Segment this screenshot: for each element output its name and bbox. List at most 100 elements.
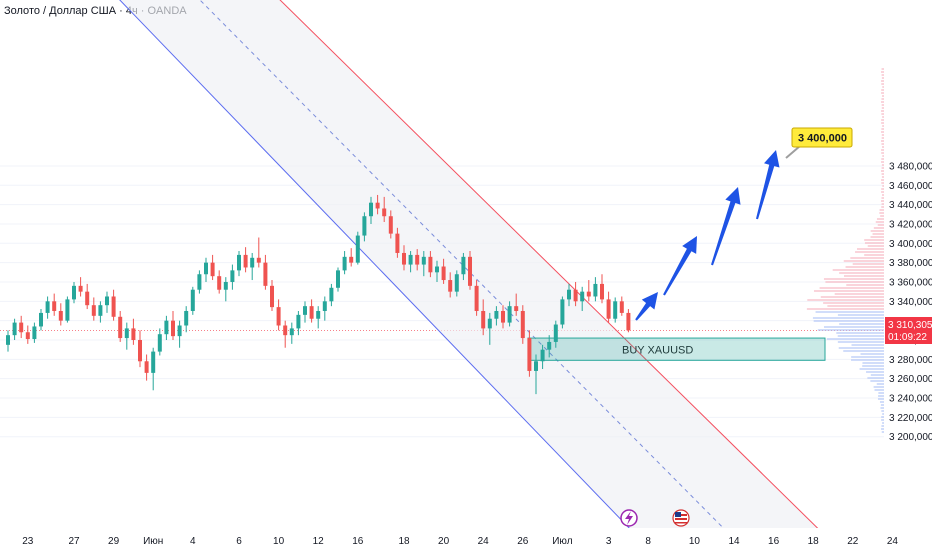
forecast-arrow[interactable] <box>635 292 658 321</box>
time-tick-label: 6 <box>236 536 242 547</box>
volume-profile-bar <box>862 362 884 364</box>
volume-profile-bar <box>844 275 884 277</box>
candle-body <box>580 291 585 302</box>
volume-profile-bar <box>879 209 884 211</box>
volume-profile-bar <box>813 290 884 292</box>
target-label-box[interactable] <box>791 127 853 148</box>
time-tick-label: 10 <box>273 536 285 547</box>
candle-body <box>296 314 301 329</box>
candle-body <box>355 235 360 263</box>
volume-profile-bar <box>867 377 884 379</box>
volume-profile-bar <box>880 404 884 406</box>
volume-profile-bar <box>881 110 884 112</box>
candle-body <box>362 216 367 236</box>
forecast-arrows[interactable] <box>635 150 780 321</box>
volume-profile-bar <box>852 263 884 265</box>
candle-body <box>217 276 222 290</box>
volume-profile-bar <box>874 389 884 391</box>
lightning-icon[interactable] <box>620 509 638 527</box>
price-tick-label: 3 220,000 <box>889 413 932 424</box>
volume-profile-bar <box>864 239 884 241</box>
candle-body <box>91 305 96 316</box>
candle-body <box>65 299 70 321</box>
volume-profile-bar <box>812 317 884 319</box>
candle-body <box>520 310 525 339</box>
volume-profile-bar <box>823 278 884 280</box>
volume-profile-bar <box>877 398 884 400</box>
forecast-arrow[interactable] <box>755 150 780 220</box>
volume-profile-bar <box>881 170 884 172</box>
volume-profile-bar <box>881 122 884 124</box>
candle-body <box>72 285 76 300</box>
candle-body <box>105 296 109 306</box>
time-tick-label: 16 <box>352 536 364 547</box>
volume-profile-bar <box>882 194 884 196</box>
price-tick-label: 3 260,000 <box>889 374 932 385</box>
event-markers[interactable] <box>620 509 690 527</box>
candle-body <box>461 256 466 275</box>
volume-profile-bar <box>881 182 884 184</box>
volume-profile-bar <box>881 77 884 79</box>
candle-body <box>507 306 512 323</box>
volume-profile-bar <box>843 260 884 262</box>
volume-profile-bar <box>806 308 884 310</box>
target-callout[interactable]: 3 400,000 <box>785 127 853 159</box>
candle-body <box>553 324 558 342</box>
volume-profile-bar <box>881 92 884 94</box>
volume-profile-bar <box>838 347 884 349</box>
volume-profile-bar <box>881 164 884 166</box>
volume-profile-bar <box>881 425 884 427</box>
volume-profile-bar <box>875 221 884 223</box>
candle-body <box>481 310 486 329</box>
forecast-arrow[interactable] <box>711 187 741 266</box>
candle-body <box>118 316 123 339</box>
volume-profile-bar <box>881 83 884 85</box>
volume-profile-bar <box>881 134 884 136</box>
volume-profile-bar <box>870 230 884 232</box>
volume-profile-bar <box>839 323 884 325</box>
buy-zone-label: BUY XAUUSD <box>622 345 693 357</box>
candle-body <box>567 289 571 300</box>
volume-profile-bar <box>825 281 884 283</box>
candle-body <box>540 349 545 362</box>
candle-body <box>197 274 202 290</box>
candle-body <box>586 291 591 297</box>
buy-zone[interactable]: BUY XAUUSD <box>527 337 826 361</box>
candle-body <box>184 310 189 326</box>
candle-body <box>534 361 538 371</box>
candle-body <box>32 326 37 340</box>
volume-profile-bar <box>846 284 884 286</box>
channel-upper-line[interactable] <box>275 0 850 550</box>
volume-profile-bar <box>832 269 884 271</box>
volume-profile-bar <box>819 287 884 289</box>
candle-body <box>289 328 294 336</box>
candle-body <box>415 254 420 265</box>
candle-body <box>263 262 268 286</box>
volume-profile-bar <box>839 272 884 274</box>
time-axis[interactable]: 21232729Июн4610121618202426Июл3810141618… <box>0 536 898 547</box>
volume-profile-bar <box>881 140 884 142</box>
price-axis[interactable]: 3 480,000 3 460,000 3 440,000 3 420,000 3 40… <box>889 161 932 443</box>
us-flag-icon[interactable] <box>672 509 690 527</box>
volume-profile-bar <box>881 137 884 139</box>
regression-channel[interactable] <box>115 0 850 550</box>
time-tick-label: 12 <box>313 536 325 547</box>
volume-profile-bar <box>880 215 884 217</box>
volume-profile <box>806 68 884 433</box>
volume-profile-bar <box>881 167 884 169</box>
volume-profile-bar <box>837 341 884 343</box>
candle-body <box>382 208 387 217</box>
volume-profile-bar <box>837 314 884 316</box>
candle-body <box>375 202 380 209</box>
time-tick-label: 27 <box>68 536 80 547</box>
volume-profile-bar <box>881 128 884 130</box>
volume-profile-bar <box>877 224 884 226</box>
volume-profile-bar <box>881 119 884 121</box>
channel-lower-line[interactable] <box>115 0 660 550</box>
candle-body <box>237 254 241 271</box>
forecast-arrow[interactable] <box>663 236 697 296</box>
price-tick-label: 3 400,000 <box>889 239 932 250</box>
volume-profile-bar <box>881 431 884 433</box>
volume-profile-bar <box>881 80 884 82</box>
